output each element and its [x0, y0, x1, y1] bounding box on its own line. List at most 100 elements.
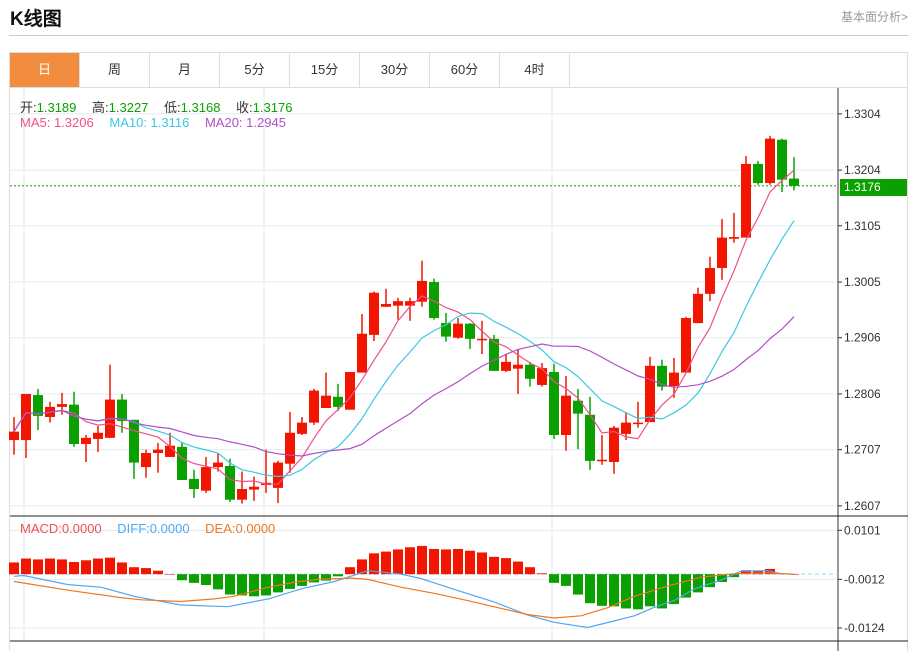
ma5-value: 1.3206 [53, 115, 94, 130]
candle [333, 383, 343, 411]
macd-bar [573, 574, 583, 595]
low-label: 低: [164, 100, 181, 115]
macd-bar [93, 558, 103, 575]
candle-body [681, 318, 691, 373]
tab-30min[interactable]: 30分 [360, 53, 430, 87]
candle [81, 435, 91, 463]
candle [393, 297, 403, 320]
macd-bar [525, 567, 535, 575]
candle [249, 476, 259, 501]
tab-month[interactable]: 月 [150, 53, 220, 87]
candle [705, 256, 715, 302]
tab-week[interactable]: 周 [80, 53, 150, 87]
candle [585, 396, 595, 470]
dea-label: DEA: [205, 521, 236, 536]
macd-bar [285, 574, 295, 589]
candle-body [693, 293, 703, 324]
dea-line [13, 572, 795, 619]
tab-15min[interactable]: 15分 [290, 53, 360, 87]
candle-body [597, 459, 607, 462]
macd-bar [405, 547, 415, 575]
close-label: 收: [236, 100, 253, 115]
candle-body [645, 365, 655, 423]
tab-5min[interactable]: 5分 [220, 53, 290, 87]
candle-body [177, 446, 187, 481]
high-value: 1.3227 [108, 100, 149, 115]
candle [525, 361, 535, 387]
price-tick-label: 1.3304 [844, 107, 881, 121]
price-tick-label: 1.2906 [844, 331, 881, 345]
macd-bar [537, 573, 547, 575]
macd-bar [657, 574, 667, 609]
candle-body [765, 138, 775, 184]
macd-bar [45, 558, 55, 575]
candle-body [561, 395, 571, 436]
candle-body [369, 292, 379, 335]
candle [597, 435, 607, 465]
candle [345, 372, 355, 410]
open-label: 开: [20, 100, 37, 115]
candle-body [69, 404, 79, 445]
candle-body [273, 462, 283, 488]
diff-line [13, 570, 795, 629]
macd-bar [177, 574, 187, 581]
last-price-label: 1.3176 [840, 179, 907, 196]
candle [129, 419, 139, 479]
macd-bar [477, 552, 487, 575]
candle [537, 363, 547, 387]
candle-body [705, 267, 715, 294]
candle-body [525, 364, 535, 379]
ma20-line [13, 316, 795, 457]
candle-body [549, 372, 559, 436]
candle-body [249, 486, 259, 490]
macd-bar [105, 557, 115, 575]
macd-bar [633, 574, 643, 610]
candle-body [441, 323, 451, 337]
candle-body [585, 414, 595, 461]
macd-bar [321, 574, 331, 581]
tab-60min[interactable]: 60分 [430, 53, 500, 87]
macd-bar [141, 568, 151, 575]
candle [177, 442, 187, 481]
price-tick-label: 1.3105 [844, 219, 881, 233]
tab-day[interactable]: 日 [10, 53, 80, 87]
tab-4hour[interactable]: 4时 [500, 53, 570, 87]
macd-bar [9, 562, 19, 575]
macd-tick-label: 0.0101 [844, 523, 881, 537]
fundamental-analysis-link[interactable]: 基本面分析> [840, 10, 908, 24]
candle-body [489, 338, 499, 371]
macd-bar [681, 574, 691, 598]
candle-body [465, 323, 475, 339]
macd-bar [33, 559, 43, 575]
chart-frame [9, 88, 908, 651]
macd-bar [261, 574, 271, 596]
page-title: K线图 [10, 9, 62, 30]
candle-body [225, 465, 235, 500]
candle [321, 372, 331, 409]
candle-body [33, 395, 43, 416]
candle-body [153, 449, 163, 454]
macd-bar [741, 570, 751, 575]
candle-body [669, 372, 679, 387]
price-tick-label: 1.3005 [844, 275, 881, 289]
candle [741, 156, 751, 238]
candle [261, 449, 271, 493]
candle-body [189, 478, 199, 490]
candle-body [333, 396, 343, 407]
macd-bar [429, 548, 439, 575]
macd-bar [441, 549, 451, 575]
macd-bar [381, 551, 391, 575]
macd-bar [273, 574, 283, 593]
macd-bar [21, 558, 31, 575]
candle-body [789, 178, 799, 186]
candle [429, 278, 439, 320]
ma10-label: MA10: [109, 115, 151, 130]
macd-bar [369, 553, 379, 575]
macd-bar [117, 562, 127, 575]
macd-bar [165, 574, 175, 575]
candle [189, 469, 199, 499]
candle [273, 460, 283, 504]
candle-body [117, 399, 127, 421]
low-value: 1.3168 [180, 100, 221, 115]
